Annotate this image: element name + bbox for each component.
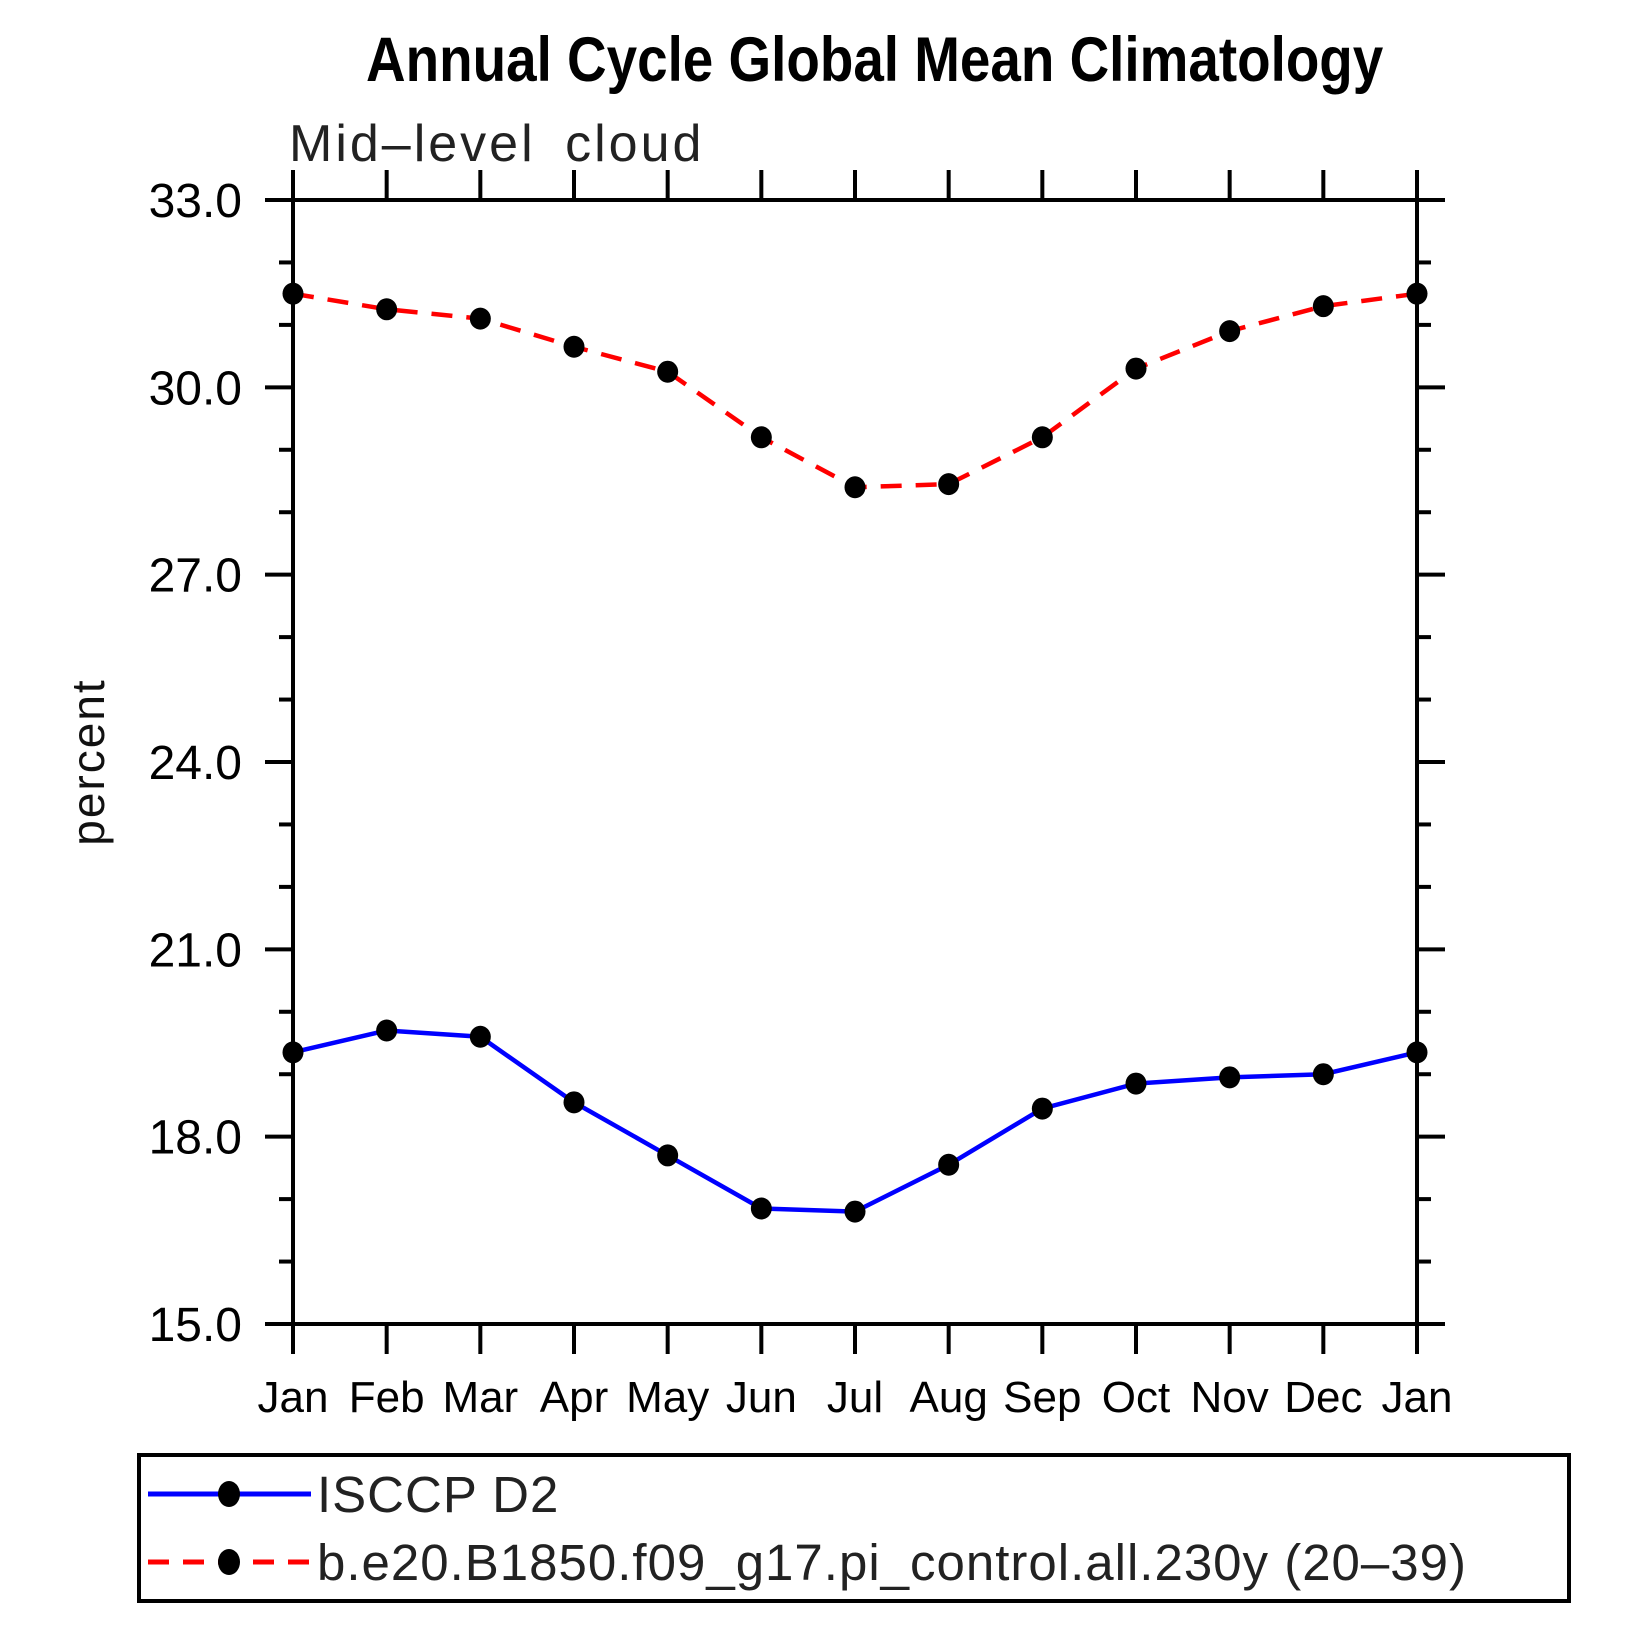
- legend-box: ISCCP D2 b.e20.B1850.f09_g17.pi_control.…: [137, 1453, 1571, 1603]
- data-point-marker: [1125, 1072, 1147, 1095]
- x-tick-label: May: [626, 1373, 709, 1422]
- x-tick-label: Sep: [1003, 1373, 1081, 1422]
- data-point-marker: [1312, 295, 1334, 318]
- chart-title: Annual Cycle Global Mean Climatology: [366, 25, 1384, 95]
- data-point-marker: [376, 298, 398, 321]
- chart-subtitle: Mid–level cloud: [289, 115, 705, 173]
- data-point-marker: [563, 335, 585, 358]
- legend-line-sample-icon: [148, 1481, 311, 1507]
- legend-item-model-control: b.e20.B1850.f09_g17.pi_control.all.230y …: [141, 1531, 1567, 1593]
- data-point-marker: [1031, 426, 1053, 449]
- x-tick-label: Apr: [540, 1373, 608, 1422]
- data-point-marker: [469, 307, 491, 330]
- series-line: [292, 291, 1418, 490]
- data-point-marker: [750, 1197, 772, 1220]
- legend-label: b.e20.B1850.f09_g17.pi_control.all.230y …: [317, 1533, 1467, 1591]
- x-tick-label: Mar: [442, 1373, 518, 1422]
- data-point-marker: [657, 360, 679, 383]
- data-point-marker: [657, 1144, 679, 1167]
- y-tick-label: 21.0: [149, 924, 242, 977]
- x-tick-label: Jan: [258, 1373, 329, 1422]
- data-point-marker: [938, 1153, 960, 1176]
- data-point-marker: [938, 473, 960, 496]
- data-point-marker: [1219, 1066, 1241, 1089]
- legend-line-sample-icon: [148, 1549, 311, 1575]
- y-tick-label: 33.0: [149, 175, 242, 228]
- data-point-marker: [563, 1091, 585, 1114]
- x-tick-label: Jan: [1382, 1373, 1453, 1422]
- data-point-marker: [1406, 1041, 1428, 1064]
- y-tick-label: 18.0: [149, 1112, 242, 1165]
- y-tick-label: 30.0: [149, 362, 242, 415]
- y-tick-label: 15.0: [149, 1299, 242, 1352]
- data-point-marker: [844, 1200, 866, 1223]
- x-tick-label: Aug: [910, 1373, 988, 1422]
- data-point-marker: [844, 476, 866, 499]
- series-line: [292, 1028, 1418, 1214]
- y-tick-label: 24.0: [149, 737, 242, 790]
- data-point-marker: [282, 282, 304, 305]
- x-tick-label: Jun: [726, 1373, 797, 1422]
- data-point-marker: [282, 1041, 304, 1064]
- data-point-marker: [469, 1025, 491, 1048]
- x-tick-label: Dec: [1284, 1373, 1362, 1422]
- data-point-marker: [750, 426, 772, 449]
- y-tick-label: 27.0: [149, 550, 242, 603]
- legend-item-isccp-d2: ISCCP D2: [141, 1463, 1567, 1525]
- legend-label: ISCCP D2: [317, 1465, 560, 1523]
- x-tick-label: Jul: [827, 1373, 883, 1422]
- data-point-marker: [1406, 282, 1428, 305]
- data-point-marker: [1125, 357, 1147, 380]
- data-point-marker: [1031, 1097, 1053, 1120]
- data-point-marker: [376, 1019, 398, 1042]
- x-tick-label: Oct: [1102, 1373, 1170, 1422]
- data-point-marker: [1219, 320, 1241, 343]
- x-tick-label: Nov: [1191, 1373, 1269, 1422]
- x-tick-label: Feb: [349, 1373, 425, 1422]
- data-point-marker: [1312, 1063, 1334, 1086]
